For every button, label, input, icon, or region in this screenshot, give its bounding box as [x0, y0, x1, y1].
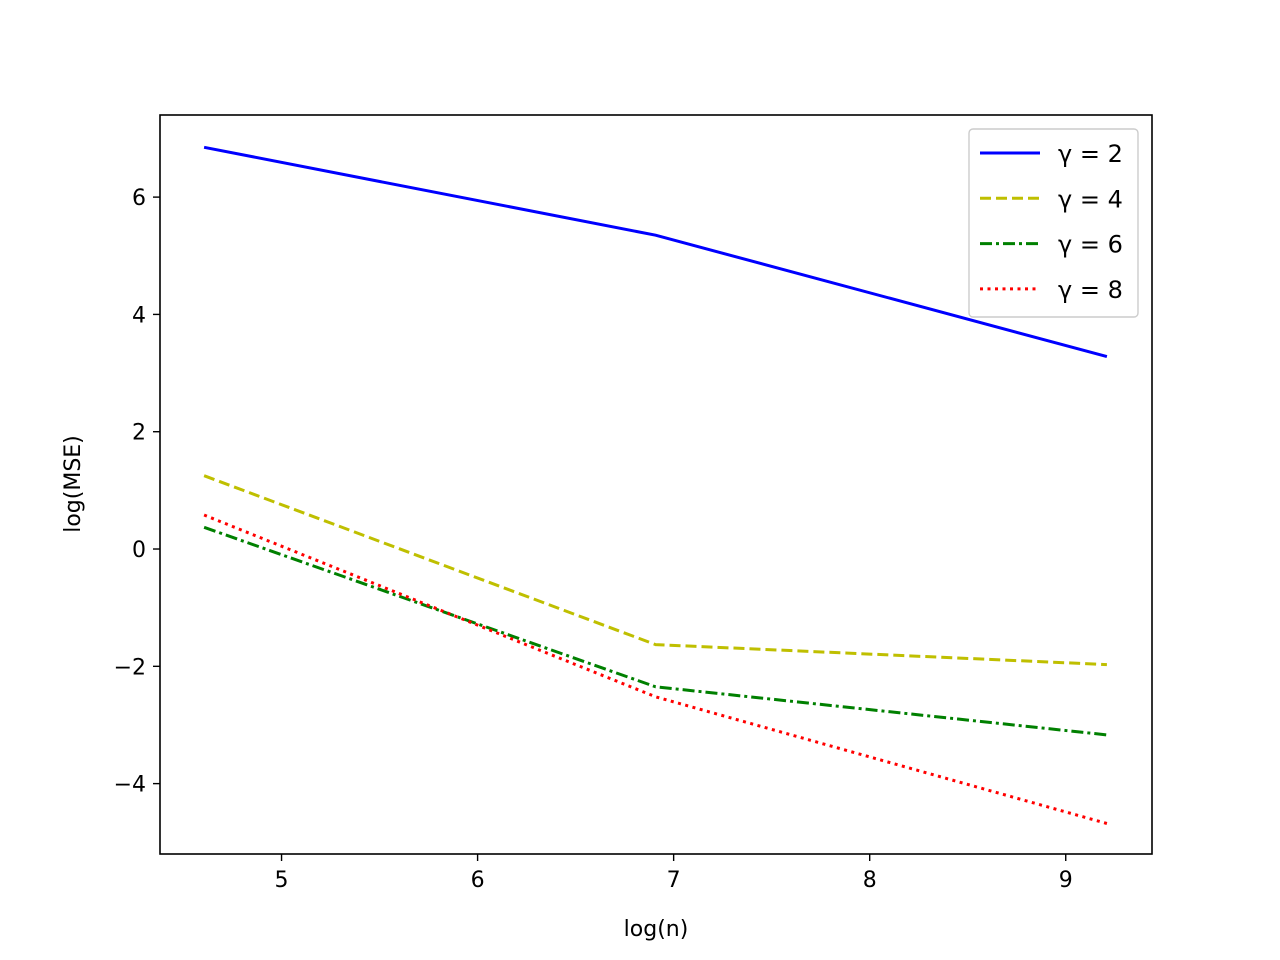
- y-tick-label: −4: [114, 773, 146, 798]
- legend: γ = 2 γ = 4 γ = 6 γ = 8: [968, 128, 1139, 318]
- series-lines: [203, 145, 1108, 825]
- legend-label-2: γ = 4: [1058, 185, 1123, 213]
- y-axis-label: log(MSE): [61, 435, 86, 533]
- x-tick-label: 9: [1059, 868, 1073, 893]
- y-tick-label: 0: [132, 538, 146, 563]
- x-tick-label: 7: [667, 868, 681, 893]
- series-line-2: [203, 474, 1107, 667]
- legend-label-1: γ = 2: [1058, 140, 1123, 168]
- series-line-3: [203, 525, 1108, 737]
- x-tick-label: 8: [863, 868, 877, 893]
- x-tick-label: 5: [275, 868, 289, 893]
- y-tick-label: 6: [132, 186, 146, 211]
- y-axis: −4 −2 0 2 4 6: [114, 186, 160, 798]
- series-line-1: [203, 145, 1108, 359]
- x-axis-label: log(n): [624, 917, 689, 942]
- y-tick-label: 4: [132, 303, 146, 328]
- legend-label-3: γ = 6: [1058, 231, 1123, 259]
- x-axis: 5 6 7 8 9: [275, 854, 1073, 893]
- legend-label-4: γ = 8: [1058, 276, 1123, 304]
- y-tick-label: 2: [132, 421, 146, 446]
- x-tick-label: 6: [471, 868, 485, 893]
- y-tick-label: −2: [114, 655, 146, 680]
- legend-box: [968, 128, 1139, 318]
